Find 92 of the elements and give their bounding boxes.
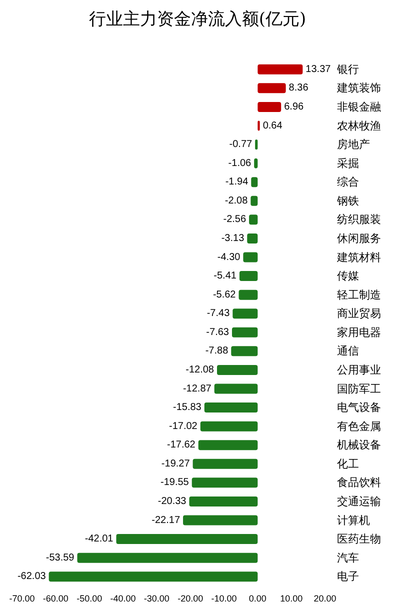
- bar: [239, 271, 258, 282]
- x-tick-label: -30.00: [144, 594, 170, 604]
- bar: [251, 177, 258, 188]
- data-label: -17.62: [166, 440, 196, 451]
- bar: [216, 364, 258, 375]
- y-tick-label: 国防军工: [337, 382, 381, 396]
- data-label: 0.64: [262, 120, 283, 132]
- y-tick-label: 纺织服装: [337, 213, 381, 226]
- data-label: -12.87: [182, 383, 212, 394]
- data-label: -5.41: [214, 270, 237, 282]
- y-tick-label: 钢铁: [336, 194, 359, 208]
- bar: [189, 496, 258, 506]
- y-tick-label: 采掘: [337, 156, 359, 170]
- data-label: 8.36: [288, 82, 309, 94]
- y-tick-label: 汽车: [337, 551, 359, 564]
- x-tick-label: -60.00: [42, 594, 68, 604]
- data-label: 13.37: [306, 64, 332, 75]
- y-tick-label: 传媒: [337, 270, 359, 283]
- x-tick-label: 20.00: [314, 594, 336, 604]
- bar: [183, 515, 258, 526]
- data-label: -20.33: [158, 496, 187, 507]
- bar: [232, 308, 258, 319]
- bar: [243, 252, 258, 262]
- bar: [77, 552, 258, 563]
- bar: [249, 214, 258, 225]
- data-label: -17.02: [169, 420, 198, 432]
- x-tick-label: -10.00: [211, 594, 237, 604]
- bar: [258, 83, 286, 94]
- y-tick-label: 商业贸易: [337, 307, 381, 320]
- chart-title: 行业主力资金净流入额(亿元): [88, 10, 306, 30]
- bar: [250, 196, 258, 206]
- data-label: -7.88: [205, 346, 229, 357]
- y-tick-label: 家用电器: [337, 326, 381, 339]
- x-tick-label: 10.00: [280, 594, 303, 604]
- y-tick-label: 电气设备: [337, 401, 381, 414]
- bar: [238, 290, 258, 300]
- y-tick-label: 化工: [337, 457, 359, 470]
- data-label: -0.77: [229, 139, 253, 150]
- y-tick-label: 通信: [337, 344, 359, 358]
- data-label: -53.59: [46, 552, 75, 564]
- y-tick-label: 食品饮料: [337, 476, 381, 490]
- bar: [200, 421, 258, 432]
- y-tick-label: 交通运输: [337, 494, 381, 508]
- bar: [192, 478, 258, 488]
- bar: [247, 233, 258, 244]
- data-label: -2.08: [224, 195, 248, 206]
- data-label: -1.94: [225, 176, 249, 188]
- y-tick-label: 电子: [337, 570, 359, 584]
- bar: [258, 64, 303, 74]
- data-label: -22.17: [152, 514, 180, 526]
- y-tick-label: 建筑装饰: [336, 82, 381, 95]
- x-tick-label: 0.00: [248, 594, 266, 604]
- bar: [214, 384, 258, 394]
- y-tick-label: 公用事业: [337, 363, 381, 376]
- y-tick-label: 有色金属: [337, 420, 381, 433]
- data-label: -7.43: [206, 308, 230, 320]
- data-label: -42.01: [84, 534, 114, 545]
- data-label: -15.83: [173, 402, 202, 414]
- y-tick-label: 建筑材料: [336, 250, 381, 264]
- y-tick-label: 轻工制造: [337, 288, 381, 302]
- y-tick-label: 房地产: [337, 138, 370, 152]
- data-label: -1.06: [228, 158, 252, 169]
- y-tick-label: 机械设备: [337, 438, 381, 452]
- y-tick-label: 医药生物: [337, 532, 381, 546]
- data-label: -62.03: [17, 571, 46, 582]
- bar: [48, 572, 258, 582]
- bar: [198, 440, 258, 450]
- y-tick-label: 农林牧渔: [337, 119, 381, 132]
- y-tick-label: 计算机: [337, 514, 370, 527]
- x-tick-label: -50.00: [76, 594, 102, 604]
- y-tick-label: 休闲服务: [337, 232, 381, 245]
- y-tick-label: 综合: [337, 176, 359, 189]
- data-label: -19.27: [161, 458, 190, 470]
- bar: [232, 327, 258, 338]
- bar: [204, 402, 258, 413]
- y-tick-label: 银行: [336, 62, 359, 76]
- data-label: -3.13: [221, 232, 245, 244]
- data-label: -19.55: [160, 477, 190, 488]
- data-label: 6.96: [284, 101, 304, 112]
- data-label: -2.56: [223, 214, 246, 226]
- y-tick-label: 非银金融: [337, 100, 381, 114]
- data-label: -12.08: [186, 364, 214, 376]
- x-tick-label: -20.00: [178, 594, 204, 604]
- data-label: -5.62: [212, 289, 236, 300]
- bar: [116, 534, 258, 544]
- bar: [231, 346, 258, 356]
- bar: [258, 102, 282, 112]
- data-label: -4.30: [217, 252, 241, 263]
- x-tick-label: -40.00: [110, 594, 136, 604]
- bar: [192, 458, 258, 469]
- data-label: -7.63: [206, 326, 230, 338]
- x-tick-label: -70.00: [9, 594, 35, 604]
